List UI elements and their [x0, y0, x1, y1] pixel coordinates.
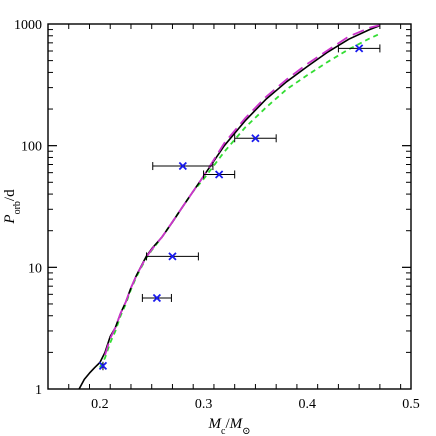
x-axis-label: Mc/M⊙ — [207, 416, 250, 436]
x-tick-label: 0.2 — [91, 397, 109, 412]
data-point — [168, 252, 177, 261]
data-point — [98, 361, 108, 370]
plot-frame — [47, 23, 412, 390]
y-tick-label: 1000 — [14, 18, 42, 33]
data-point — [251, 134, 260, 143]
curve-short-dash — [99, 32, 381, 369]
x-tick-label: 0.5 — [402, 397, 420, 412]
x-tick-label: 0.3 — [195, 397, 213, 412]
data-point — [214, 170, 224, 179]
y-tick-label: 1 — [35, 383, 42, 398]
data-point — [178, 161, 187, 171]
y-tick-label: 10 — [28, 261, 42, 276]
data-point — [152, 293, 162, 303]
y-axis-ticks: 1 10 100 1000 — [14, 18, 411, 398]
y-axis-label: Porb/d — [2, 189, 23, 225]
y-tick-label: 100 — [21, 140, 42, 155]
data-points — [98, 44, 381, 371]
curve-long-dash — [104, 24, 381, 356]
curve-solid — [78, 24, 381, 390]
curves — [78, 24, 381, 390]
data-point — [355, 44, 364, 53]
x-tick-label: 0.4 — [299, 397, 317, 412]
x-axis-ticks: 0.2 0.3 0.4 0.5 — [47, 24, 420, 412]
